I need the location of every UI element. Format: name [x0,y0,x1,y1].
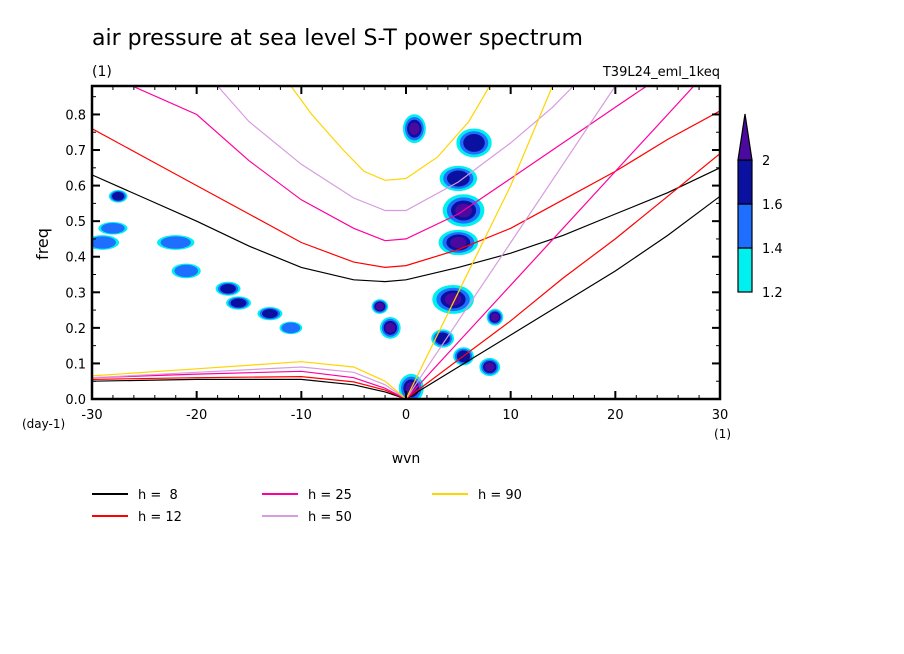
power-contour-20-level-2 [174,264,198,278]
curve-h12-er [92,110,720,269]
curve-h50-mrg_kelvin [405,86,616,399]
power-contour-15-level-3 [230,298,247,308]
colorbar-segment [737,247,753,293]
chart-subtitle-units: (1) [92,64,112,80]
power-contour-13-level-2 [160,236,191,249]
curve-h8-er [92,167,720,283]
x-tick-label: -30 [81,408,102,423]
curve-h50-er [217,86,574,212]
power-contour-4-level-3 [446,170,470,187]
colorbar-label: 1.6 [762,198,783,213]
colorbar-label: 1.2 [762,286,783,301]
power-contour-1-level-4 [450,236,467,249]
x-tick-label: 20 [607,408,624,423]
curve-h12-rossby [92,375,407,399]
power-contour-14-level-3 [220,283,236,294]
y-tick-label: 0.8 [65,108,86,123]
curve-h25-rossby [92,370,407,399]
colorbar-label: 2 [762,154,770,169]
x-tick-label: -20 [186,408,207,423]
curve-h90-er [290,86,491,181]
y-tick-label: 0.0 [65,393,86,408]
legend-label-h90: h = 90 [478,488,522,503]
legend-label-h50: h = 50 [308,510,352,525]
curve-h25-mrg_kelvin [405,86,695,399]
legend-label-h25: h = 25 [308,488,352,503]
power-contour-19-level-2 [101,222,125,234]
power-contours [92,114,504,399]
power-contour-17-level-2 [92,236,116,249]
curve-h12-mrg_kelvin [405,153,720,399]
legend-label-h12: h = 12 [138,510,182,525]
curve-h25-er [130,86,648,242]
power-contour-5-level-4 [409,122,420,135]
power-contour-6-level-4 [385,322,396,333]
y-axis-label: freq [33,228,52,260]
x-tick-label: 10 [502,408,519,423]
power-contour-9-level-3 [435,332,450,345]
colorbar-segment [737,159,753,205]
curve-h50-rossby [92,366,407,399]
x-tick-label: -10 [291,408,312,423]
chart-title: air pressure at sea level S-T power spec… [92,26,583,51]
power-contour-3-level-3 [463,133,485,152]
y-tick-label: 0.3 [65,286,86,301]
colorbar-extend-arrow [737,113,753,161]
x-axis-units: (1) [714,427,731,441]
curve-h90-rossby [92,361,407,399]
legend: h = 8 h = 12 h = 25 h = 50 h = 90 [92,488,522,525]
power-contour-2-level-4 [444,293,462,306]
y-tick-label: 0.4 [65,251,86,266]
axis-ticks: -30 -20 -10 0 10 20 30 0.0 0.1 0.2 0.3 0.4 0.5 0.6 0.7… [65,86,728,423]
curve-h8-mrg_kelvin [405,195,720,399]
chart-subtitle-experiment: T39L24_eml_1keq [602,65,720,80]
colorbar-segment [737,203,753,249]
curve-h8-rossby [92,378,407,399]
x-tick-label: 30 [712,408,729,423]
power-contour-18-level-3 [112,191,125,201]
power-contour-21-level-2 [281,322,301,334]
y-tick-label: 0.5 [65,215,86,230]
y-tick-label: 0.6 [65,180,86,195]
power-contour-12-level-4 [490,313,500,322]
power-contour-7-level-4 [375,302,384,311]
y-tick-label: 0.7 [65,144,86,159]
y-tick-label: 0.1 [65,357,86,372]
power-contour-11-level-4 [484,362,495,372]
x-tick-label: 0 [402,408,410,423]
colorbar-label: 1.4 [762,242,783,257]
dispersion-curves [92,86,720,399]
power-contour-16-level-3 [262,309,278,319]
y-axis-units: (day-1) [22,417,65,431]
colorbar: 1.2 1.4 1.6 2 [737,113,783,301]
legend-label-h8: h = 8 [138,488,178,503]
x-axis-label: wvn [392,451,421,467]
y-tick-label: 0.2 [65,322,86,337]
curve-h90-mrg_kelvin [405,86,554,399]
